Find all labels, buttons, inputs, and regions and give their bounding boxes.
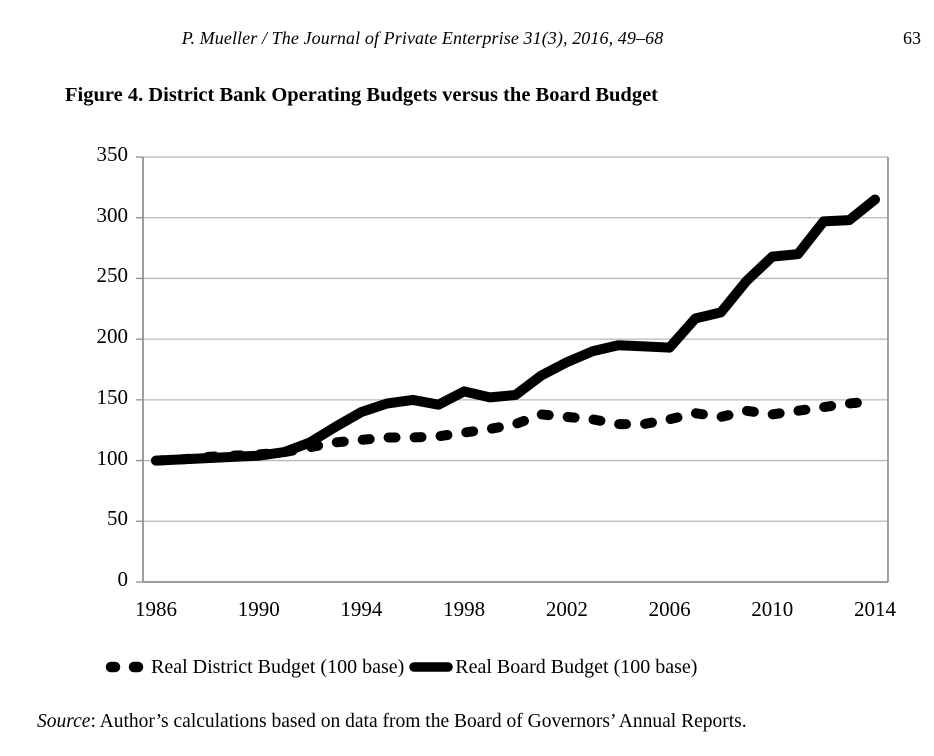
y-axis-labels: 0 50 100 150 200 250 300 350 xyxy=(36,142,129,591)
running-head: P. Mueller / The Journal of Private Ente… xyxy=(181,28,664,48)
page-number: 63 xyxy=(903,28,921,48)
x-axis-tick-label: 1986 xyxy=(135,597,177,621)
x-axis-tick-label: 2006 xyxy=(648,597,691,621)
x-axis-tick-label: 1998 xyxy=(443,597,486,621)
source-label: Source xyxy=(37,711,91,732)
chart-plot-area xyxy=(136,156,889,583)
y-axis-tick-label: 350 xyxy=(96,142,129,166)
figure-title: Figure 4. District Bank Operating Budget… xyxy=(65,84,658,106)
legend-label-board: Real Board Budget (100 base) xyxy=(455,655,698,678)
y-axis-tick-label: 0 xyxy=(117,567,129,591)
x-axis-tick-label: 2010 xyxy=(751,597,794,621)
y-axis-tick-label: 100 xyxy=(96,445,129,470)
x-axis-tick-label: 1994 xyxy=(340,597,383,621)
legend: Real District Budget (100 base) Real Boa… xyxy=(103,650,697,684)
x-axis-labels: 1986 1990 1994 1998 2002 2006 2010 2014 xyxy=(135,596,896,626)
y-axis-tick-label: 200 xyxy=(96,324,129,349)
y-axis-tick-label: 300 xyxy=(96,202,129,227)
y-axis-tick-label: 250 xyxy=(96,263,129,288)
legend-label-district: Real District Budget (100 base) xyxy=(151,655,405,678)
y-axis-tick-label: 50 xyxy=(107,506,128,531)
plot-svg xyxy=(136,156,889,583)
board-line-swatch xyxy=(409,662,454,672)
x-axis-tick-label: 1990 xyxy=(237,597,280,621)
district-budget-line xyxy=(151,396,880,466)
x-axis-tick-label: 2002 xyxy=(545,597,588,621)
board-budget-line xyxy=(151,194,880,466)
source-note: Source: Author’s calculations based on d… xyxy=(37,711,747,733)
y-axis-tick-label: 150 xyxy=(96,384,129,409)
district-line-swatch xyxy=(105,661,144,673)
x-axis-tick-label: 2014 xyxy=(854,597,896,621)
source-text: : Author’s calculations based on data fr… xyxy=(90,711,747,732)
